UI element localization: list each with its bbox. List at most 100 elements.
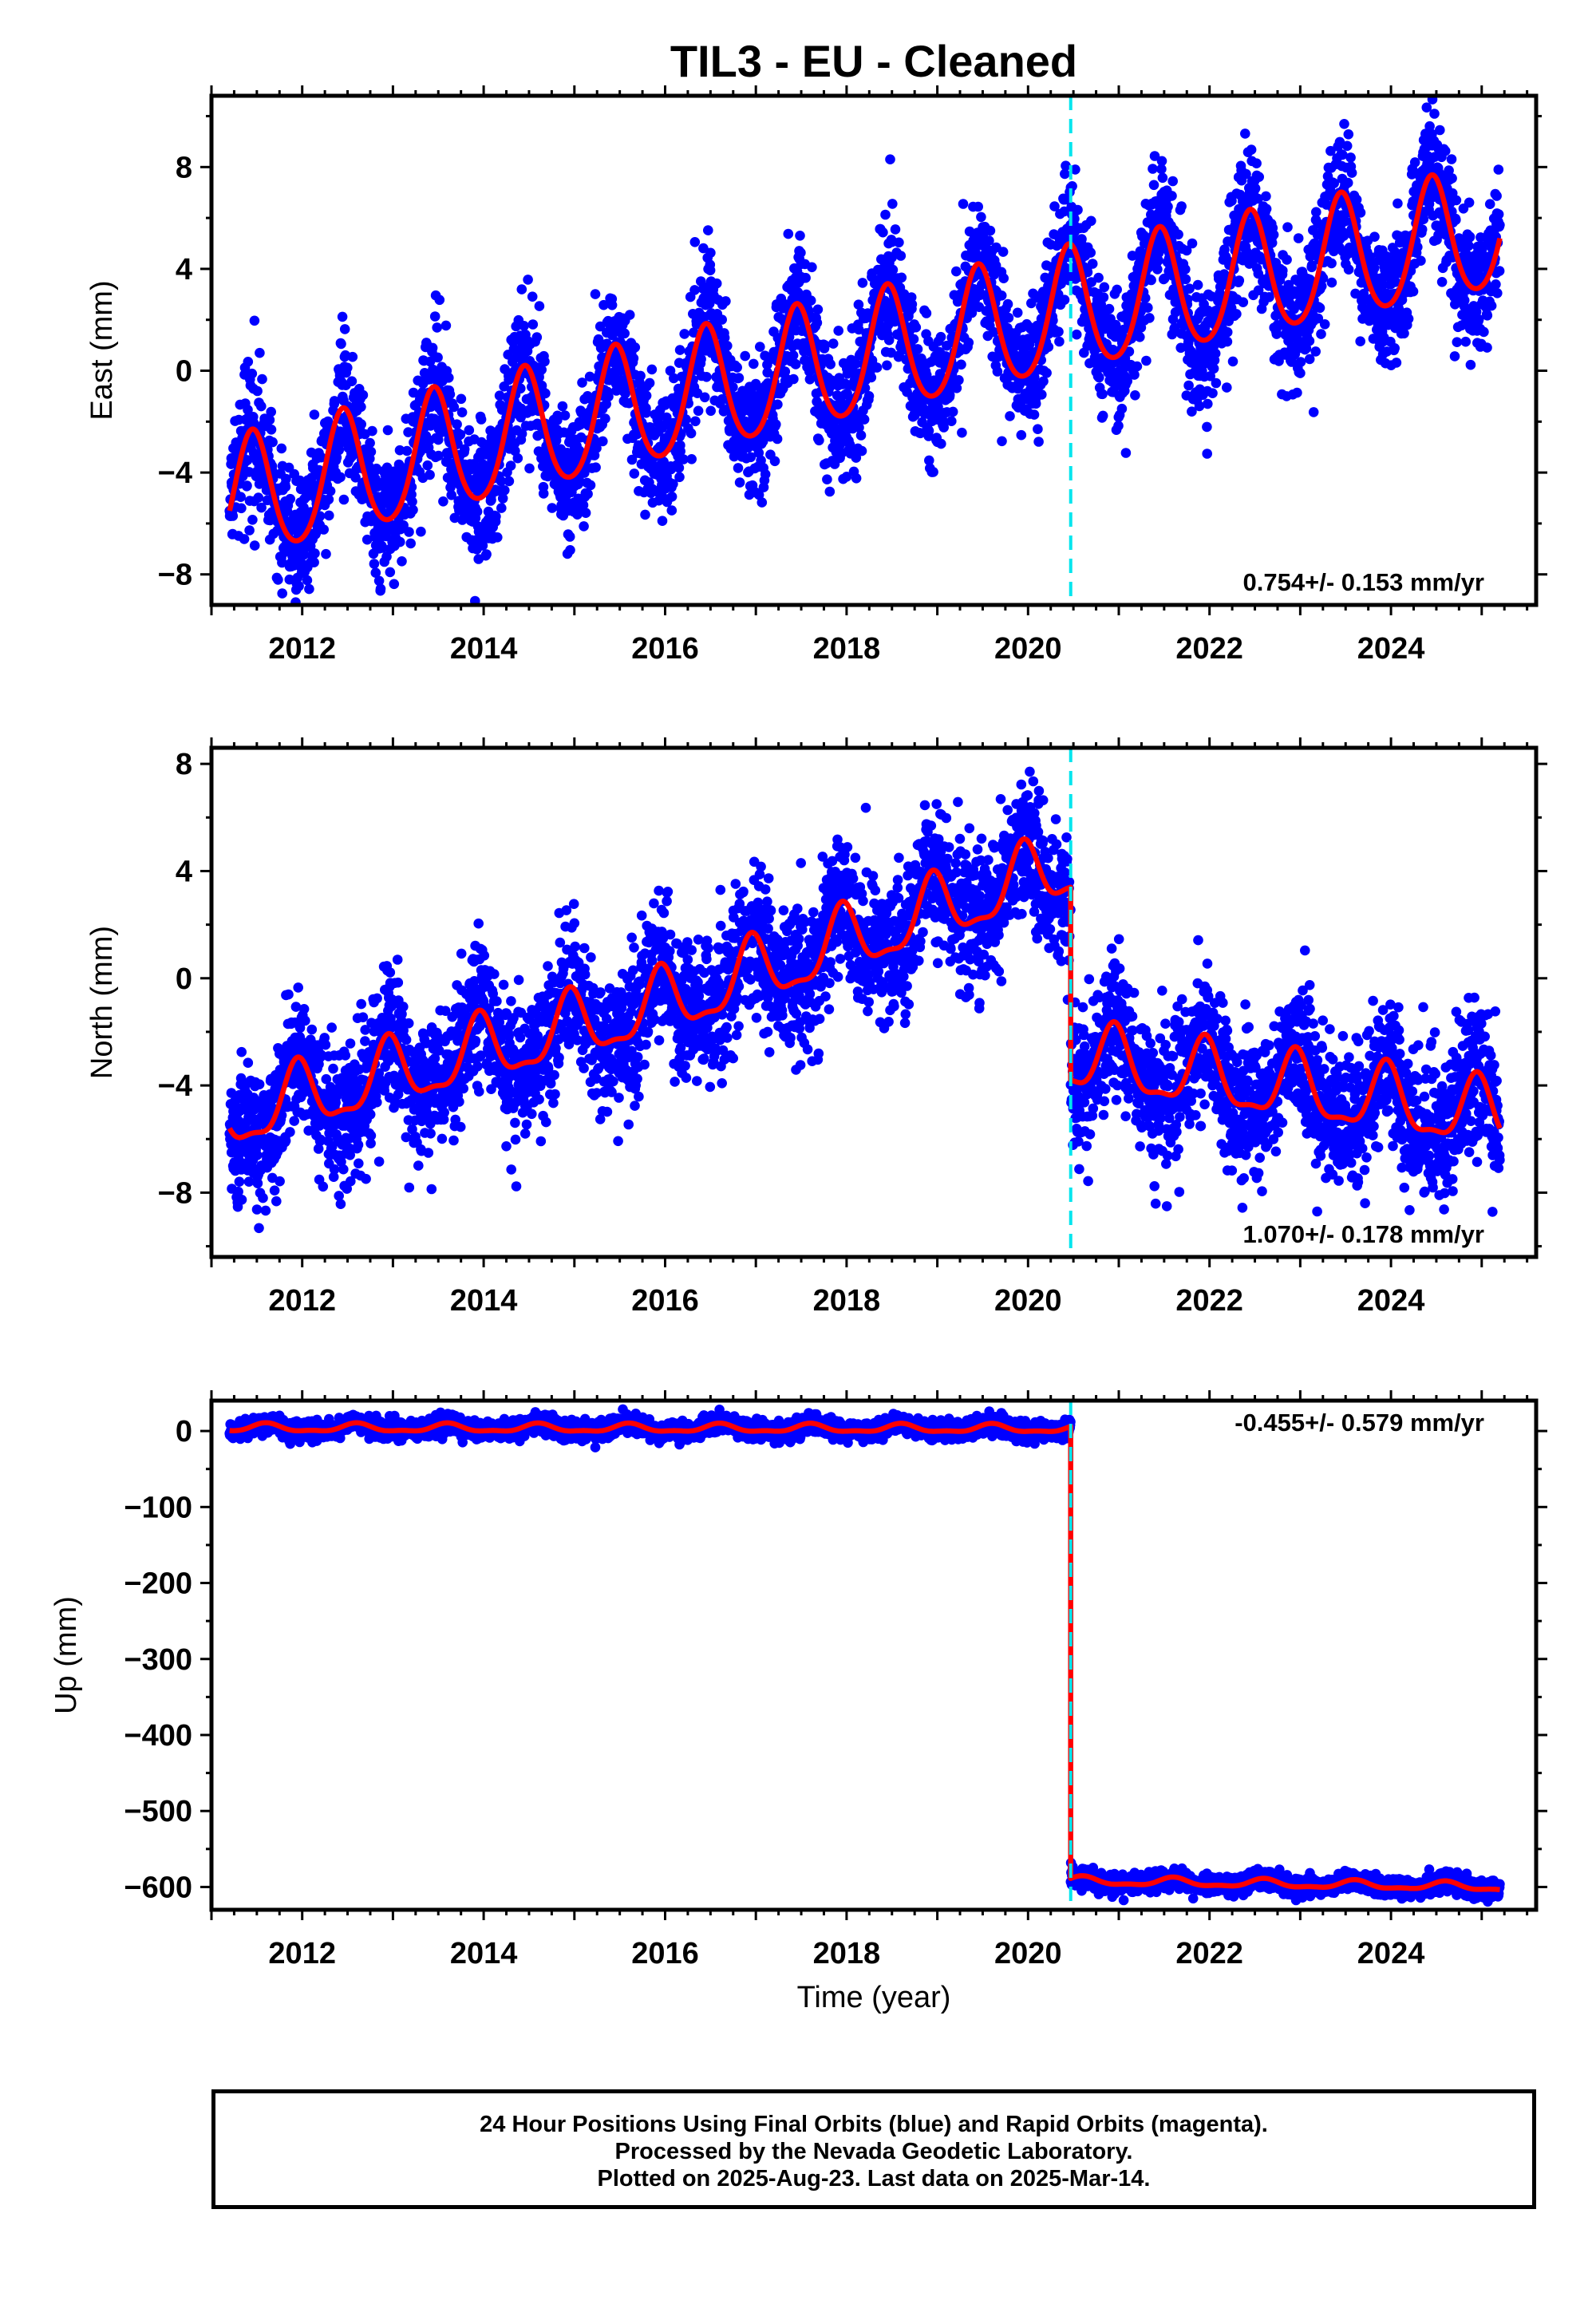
data-point — [243, 357, 254, 367]
data-point — [538, 488, 549, 499]
data-point — [692, 388, 703, 399]
data-point — [681, 414, 691, 425]
east-rate-annotation: 0.754+/- 0.153 mm/yr — [1243, 568, 1484, 596]
data-point — [957, 427, 967, 438]
data-point — [851, 358, 861, 370]
data-point — [1452, 337, 1463, 348]
data-point — [1033, 424, 1043, 434]
data-point — [666, 505, 678, 516]
data-point — [1268, 229, 1279, 240]
data-point — [1149, 151, 1160, 161]
data-point — [440, 320, 452, 331]
data-point — [1251, 158, 1262, 168]
data-point — [951, 266, 962, 277]
data-point — [266, 425, 277, 435]
data-point — [452, 419, 462, 429]
data-point — [1029, 409, 1040, 420]
data-point — [895, 251, 907, 261]
data-point — [666, 492, 678, 502]
data-point — [1476, 232, 1486, 243]
data-point — [242, 480, 252, 491]
data-point — [1282, 222, 1293, 233]
data-point — [347, 351, 358, 362]
data-point — [249, 540, 260, 551]
data-point — [1241, 168, 1251, 180]
data-point — [1234, 275, 1245, 286]
data-point — [907, 299, 918, 310]
data-point — [851, 453, 862, 463]
data-point — [1403, 314, 1414, 324]
data-point — [1124, 346, 1135, 357]
data-point — [505, 460, 516, 471]
data-point — [887, 199, 898, 209]
data-point — [476, 414, 487, 425]
data-point — [266, 406, 277, 417]
x-tick-label: 2016 — [631, 632, 699, 666]
data-point — [242, 455, 253, 465]
data-point — [516, 383, 526, 394]
data-point — [1217, 279, 1227, 290]
data-point — [523, 275, 533, 285]
data-point — [640, 509, 650, 520]
data-point — [674, 462, 685, 473]
data-point — [1464, 197, 1475, 208]
data-point — [1038, 376, 1049, 387]
data-point — [679, 329, 689, 339]
data-point — [890, 224, 901, 235]
data-point — [1153, 255, 1163, 266]
data-point — [788, 373, 799, 385]
data-point — [425, 469, 435, 480]
data-point — [674, 472, 685, 483]
data-point — [382, 425, 393, 436]
data-point — [1408, 286, 1419, 297]
data-point — [233, 1186, 243, 1197]
data-point — [512, 453, 523, 464]
data-point — [1464, 231, 1476, 243]
data-point — [1003, 312, 1014, 323]
data-point — [1493, 164, 1504, 175]
data-point — [1180, 274, 1191, 285]
data-point — [342, 362, 353, 373]
data-point — [641, 408, 652, 418]
data-point — [1482, 342, 1492, 353]
data-point — [1492, 288, 1503, 298]
data-point — [606, 300, 618, 310]
data-point — [772, 433, 783, 445]
data-point — [753, 448, 764, 458]
data-point — [701, 372, 712, 382]
data-point — [249, 315, 260, 326]
data-point — [459, 444, 470, 455]
data-point — [1167, 176, 1178, 187]
data-point — [600, 413, 610, 424]
data-point — [236, 503, 247, 514]
data-point — [481, 549, 492, 559]
data-point — [591, 462, 601, 472]
data-point — [324, 510, 334, 521]
data-point — [1071, 329, 1082, 340]
data-point — [536, 365, 547, 375]
data-point — [1016, 429, 1027, 441]
data-point — [432, 322, 442, 333]
data-point — [825, 359, 836, 370]
east-y-axis-label: East (mm) — [85, 280, 119, 420]
data-point — [329, 396, 340, 406]
data-point — [1127, 251, 1138, 261]
data-point — [1346, 168, 1357, 178]
data-point — [620, 388, 630, 399]
data-point — [734, 477, 745, 488]
data-point — [1486, 300, 1497, 311]
data-point — [1033, 437, 1044, 447]
data-point — [1222, 382, 1232, 393]
data-point — [243, 1057, 254, 1068]
data-point — [539, 356, 550, 367]
data-point — [1429, 109, 1440, 119]
data-point — [243, 405, 253, 415]
data-point — [1113, 421, 1124, 431]
data-point — [1264, 292, 1274, 302]
panel-north: 2012 2014 2016 2018 2020 2022 2024−8−4048North… — [85, 737, 1547, 1318]
data-point — [908, 334, 919, 345]
y-tick-label: −8 — [158, 559, 192, 592]
data-point — [812, 318, 823, 328]
data-point — [1465, 359, 1476, 370]
